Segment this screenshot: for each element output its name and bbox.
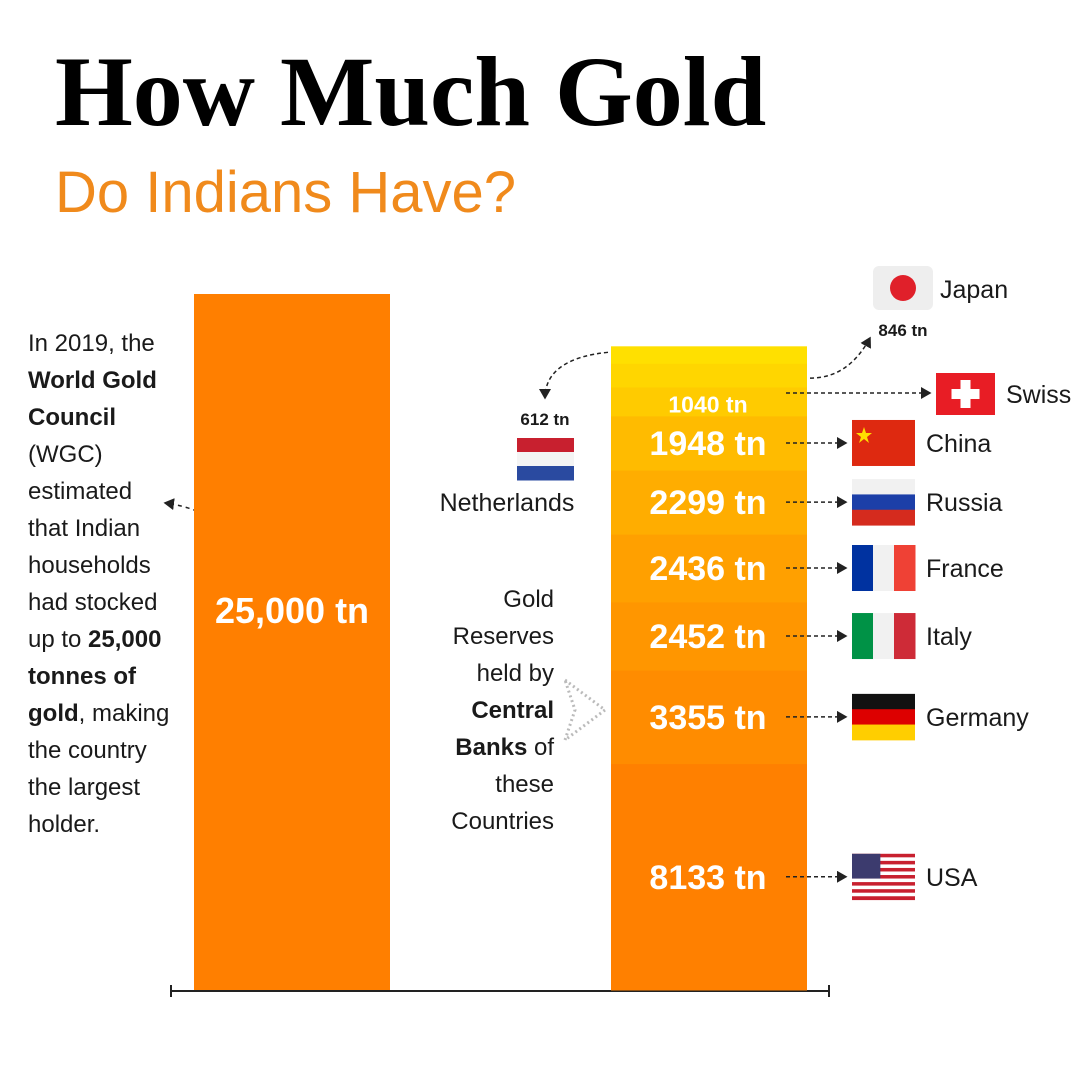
note-text: , making the country the largest holder.	[28, 700, 170, 838]
value-label: 612 tn	[520, 410, 569, 429]
bar-segment	[611, 763, 807, 991]
note-text: In 2019, the	[28, 330, 155, 357]
legend-label: USA	[926, 864, 978, 892]
note-text: World Gold Council	[28, 367, 157, 431]
chart-title: How Much Gold	[55, 36, 766, 147]
flag-part	[852, 709, 915, 726]
note: In 2019, the World Gold Council (WGC) es…	[28, 325, 170, 843]
legend-label: Italy	[926, 623, 972, 651]
chart-subtitle: Do Indians Have?	[55, 160, 516, 225]
flag	[517, 438, 574, 481]
flag-part	[852, 864, 915, 869]
note-text: Gold Reserves held by	[452, 586, 554, 687]
flag	[852, 613, 916, 660]
flag-part	[852, 613, 874, 660]
flag-part	[852, 857, 915, 862]
flag	[873, 266, 933, 310]
flag-part	[852, 878, 915, 883]
note-text: 25,000 tonnes of gold	[28, 626, 162, 727]
legend-label: Netherlands	[440, 489, 575, 517]
flag	[852, 545, 916, 592]
value-label: 1948 tn	[649, 425, 766, 463]
flag	[852, 419, 915, 466]
value-label: 25,000 tn	[215, 590, 369, 631]
flag-part	[852, 885, 915, 890]
flag-part	[894, 545, 916, 592]
flag-part	[517, 452, 574, 467]
flag-part	[852, 724, 915, 741]
bar-segment	[611, 363, 807, 388]
legend-label: France	[926, 555, 1004, 583]
flag	[936, 373, 995, 415]
value-label: 8133 tn	[649, 859, 766, 897]
flag	[852, 693, 915, 741]
flag-part	[852, 419, 915, 466]
flag-part	[951, 389, 980, 399]
flag	[852, 479, 915, 526]
arrow	[539, 351, 609, 400]
legend-label: Germany	[926, 704, 1029, 732]
flag-part	[890, 275, 916, 301]
value-label: 1040 tn	[668, 391, 747, 417]
bar-segment	[611, 346, 807, 364]
flag-part	[856, 426, 872, 443]
arrow	[809, 336, 871, 379]
note-text: Central Banks	[455, 697, 554, 761]
bar-segment	[611, 670, 807, 765]
flag-part	[852, 882, 915, 886]
legend-label: Japan	[940, 276, 1008, 304]
value-label: 2436 tn	[649, 550, 766, 588]
bar-segment	[611, 601, 807, 671]
legend-label: China	[926, 430, 991, 458]
value-label: 2452 tn	[649, 618, 766, 656]
flag-part	[852, 509, 915, 526]
value-label: 846 tn	[878, 321, 927, 340]
bar-segment	[611, 470, 807, 535]
bar-segment	[611, 415, 807, 471]
flag-part	[852, 545, 874, 592]
note-text: of these Countries	[451, 734, 554, 835]
flag-part	[852, 494, 915, 511]
flag	[852, 853, 915, 901]
chevron	[562, 675, 608, 745]
flag-part	[852, 889, 915, 894]
flag-part	[852, 693, 915, 710]
flag-part	[852, 853, 915, 858]
flag-part	[852, 853, 881, 879]
legend-label: Swiss	[1006, 381, 1071, 409]
flag-part	[517, 466, 574, 481]
note-text: (WGC) estimated that Indian households h…	[28, 441, 158, 653]
bar	[194, 294, 390, 990]
flag-part	[852, 867, 915, 872]
flag-part	[852, 892, 915, 897]
flag-part	[852, 871, 915, 876]
flag-part	[873, 613, 895, 660]
flag-part	[852, 479, 915, 495]
flag-part	[852, 896, 915, 901]
legend-label: Russia	[926, 489, 1003, 517]
flag-part	[894, 613, 916, 660]
value-label: 2299 tn	[649, 484, 766, 522]
value-label: 3355 tn	[649, 699, 766, 737]
bar-segment	[611, 534, 807, 603]
flag-part	[852, 860, 915, 865]
flag-part	[517, 438, 574, 453]
middle-note: Gold Reserves held by Central Banks of t…	[420, 581, 554, 840]
flag-part	[852, 875, 915, 879]
bar-segment	[611, 386, 807, 417]
flag-part	[873, 545, 895, 592]
